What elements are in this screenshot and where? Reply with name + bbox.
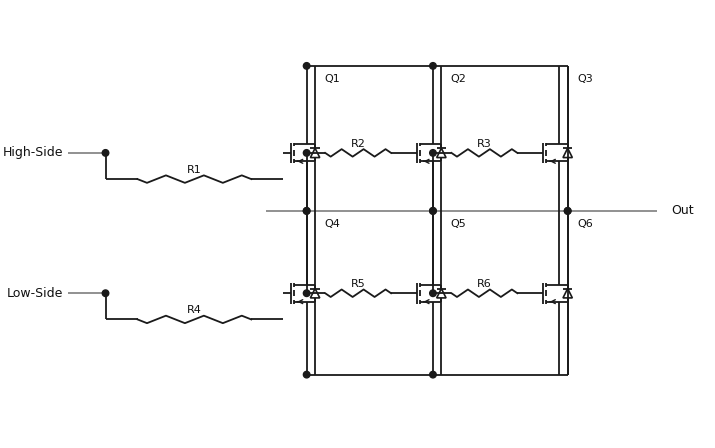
Circle shape xyxy=(564,207,571,214)
Circle shape xyxy=(102,290,109,297)
Text: Q5: Q5 xyxy=(450,219,466,229)
Text: Q6: Q6 xyxy=(577,219,593,229)
Text: R3: R3 xyxy=(477,138,492,149)
Circle shape xyxy=(303,207,310,214)
Circle shape xyxy=(303,371,310,378)
Text: Q2: Q2 xyxy=(450,74,467,84)
Circle shape xyxy=(303,207,310,214)
Text: High-Side: High-Side xyxy=(3,146,64,159)
Text: R5: R5 xyxy=(351,279,365,289)
Text: Out: Out xyxy=(671,204,694,217)
Circle shape xyxy=(430,207,436,214)
Circle shape xyxy=(102,150,109,156)
Text: R2: R2 xyxy=(350,138,365,149)
Text: R4: R4 xyxy=(187,305,202,315)
Text: R1: R1 xyxy=(187,165,202,175)
Text: Q1: Q1 xyxy=(325,74,340,84)
Circle shape xyxy=(430,290,436,297)
Circle shape xyxy=(430,63,436,69)
Circle shape xyxy=(430,150,436,156)
Circle shape xyxy=(430,371,436,378)
Text: Low-Side: Low-Side xyxy=(7,287,64,300)
Circle shape xyxy=(303,63,310,69)
Circle shape xyxy=(303,150,310,156)
Circle shape xyxy=(430,207,436,214)
Circle shape xyxy=(303,290,310,297)
Circle shape xyxy=(564,207,571,214)
Text: R6: R6 xyxy=(477,279,492,289)
Text: Q3: Q3 xyxy=(577,74,593,84)
Text: Q4: Q4 xyxy=(325,219,340,229)
